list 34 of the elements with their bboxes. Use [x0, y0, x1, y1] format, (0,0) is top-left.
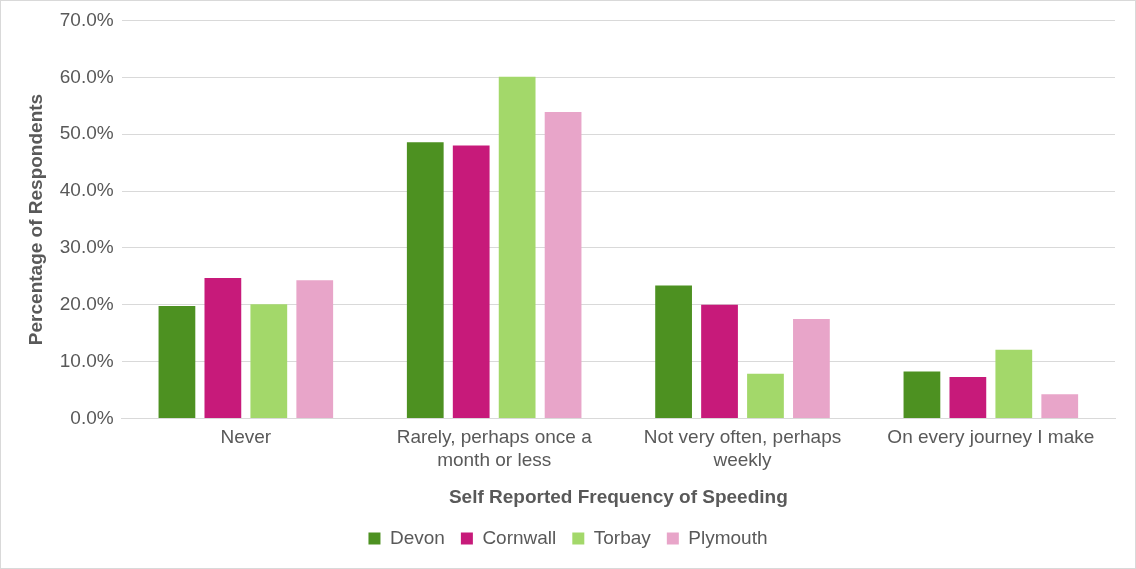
y-tick-label: 70.0% — [59, 8, 114, 30]
y-tick-label: 20.0% — [59, 293, 114, 315]
bar — [949, 377, 987, 419]
bar — [903, 371, 941, 419]
bar — [452, 145, 490, 419]
y-tick-label: 10.0% — [59, 349, 114, 371]
legend-label: Devon — [389, 526, 445, 548]
x-tick-label: On every journey I make — [887, 426, 1095, 448]
bar — [158, 305, 196, 419]
x-tick-label: Rarely, perhaps once a month or less — [396, 426, 593, 471]
bar — [296, 280, 334, 419]
y-tick-label: 60.0% — [59, 65, 114, 87]
bar — [793, 319, 830, 419]
x-tick-label: Not very often, perhaps weekly — [643, 426, 842, 471]
x-tick-label: Never — [220, 426, 272, 448]
y-tick-label: 30.0% — [59, 236, 114, 258]
bar — [747, 373, 784, 419]
y-tick-label: 40.0% — [59, 179, 114, 201]
legend-label: Torbay — [593, 526, 652, 548]
bar — [655, 285, 692, 419]
legend-label: Plymouth — [688, 526, 768, 548]
bar — [1041, 394, 1079, 419]
bar — [701, 304, 738, 419]
bar — [544, 111, 582, 419]
y-axis-title: Percentage of Respondents — [24, 93, 46, 346]
legend-label: Cornwall — [482, 526, 557, 548]
x-axis-title: Self Reported Frequency of Speeding — [448, 485, 788, 507]
bar — [406, 142, 444, 419]
y-tick-label: 50.0% — [59, 122, 114, 144]
bar — [250, 304, 288, 419]
y-tick-label: 0.0% — [70, 406, 114, 428]
bar — [498, 76, 536, 419]
bar — [995, 349, 1033, 419]
bar — [204, 278, 242, 419]
